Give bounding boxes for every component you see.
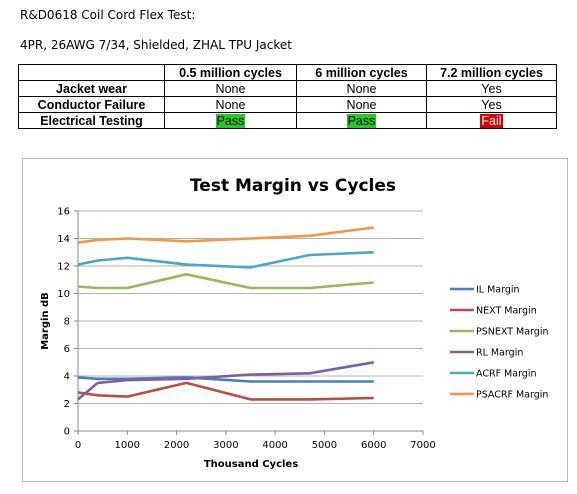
x-tick-label: 5000: [312, 440, 337, 451]
table-cell: Yes: [426, 80, 557, 97]
row-label: Conductor Failure: [18, 96, 165, 113]
y-tick-label: 14: [57, 234, 70, 245]
cell-value: None: [346, 97, 377, 112]
legend-label: ACRF Margin: [476, 369, 537, 380]
table-row: Electrical Testing Pass Pass Fail: [18, 112, 557, 129]
document-subtitle: 4PR, 26AWG 7/34, Shielded, ZHAL TPU Jack…: [20, 38, 292, 52]
table-header-cell: 6 million cycles: [296, 64, 427, 81]
y-tick-label: 12: [57, 262, 70, 273]
table-header-row: 0.5 million cycles 6 million cycles 7.2 …: [18, 64, 557, 81]
document-title: R&D0618 Coil Cord Flex Test:: [20, 8, 196, 22]
table-cell: None: [296, 80, 427, 97]
x-axis-label: Thousand Cycles: [204, 459, 298, 470]
series-line-next-margin: [77, 381, 374, 401]
table-header-cell: [18, 64, 165, 81]
y-tick-label: 4: [64, 372, 70, 383]
y-tick-label: 0: [64, 427, 70, 438]
series-line-rl-margin: [77, 361, 374, 401]
legend-label: RL Margin: [476, 348, 523, 359]
y-tick-label: 2: [64, 399, 70, 410]
chart-series: [77, 226, 374, 401]
series-line-acrf-margin: [77, 251, 374, 269]
y-tick-label: 8: [64, 317, 70, 328]
table-row: Jacket wear None None Yes: [18, 80, 557, 97]
series-line-psacrf-margin: [77, 226, 374, 244]
y-tick-label: 10: [57, 289, 70, 300]
x-axis-ticks: 0 1000 2000 3000 4000 5000 6000 7000: [75, 431, 436, 451]
legend-label: PSNEXT Margin: [476, 327, 548, 338]
table-header-cell: 0.5 million cycles: [164, 64, 297, 81]
x-tick-label: 1000: [115, 440, 140, 451]
cell-value: None: [346, 81, 377, 96]
x-tick-label: 6000: [361, 440, 386, 451]
chart-container: Test Margin vs Cycles 0 1000 2000 3000 4000 5…: [22, 158, 568, 482]
table-cell: Fail: [426, 112, 557, 129]
table-cell: None: [296, 96, 427, 113]
series-line-psnext-margin: [77, 273, 374, 290]
cell-value: None: [215, 81, 246, 96]
table-cell: Pass: [164, 112, 297, 129]
y-axis-label: Margin dB: [40, 292, 51, 350]
series-line-il-margin: [77, 376, 374, 383]
x-tick-label: 7000: [410, 440, 435, 451]
legend-label: PSACRF Margin: [476, 390, 548, 401]
x-tick-label: 3000: [213, 440, 238, 451]
status-fail-badge: Fail: [480, 113, 503, 128]
y-tick-label: 6: [64, 344, 70, 355]
x-tick-label: 2000: [164, 440, 189, 451]
row-label: Jacket wear: [18, 80, 165, 97]
table-cell: Yes: [426, 96, 557, 113]
results-table: 0.5 million cycles 6 million cycles 7.2 …: [18, 64, 557, 129]
status-pass-badge: Pass: [215, 113, 246, 128]
cell-value: Yes: [481, 81, 502, 96]
row-label: Electrical Testing: [18, 112, 165, 129]
table-cell: Pass: [296, 112, 427, 129]
y-tick-label: 16: [57, 207, 70, 218]
y-axis-ticks: 0 2 4 6 8 10 12 14 16: [57, 207, 78, 438]
table-cell: None: [164, 80, 297, 97]
status-pass-badge: Pass: [346, 113, 377, 128]
table-row: Conductor Failure None None Yes: [18, 96, 557, 113]
cell-value: None: [215, 97, 246, 112]
x-tick-label: 4000: [262, 440, 287, 451]
x-tick-label: 0: [75, 440, 81, 451]
chart-title: Test Margin vs Cycles: [190, 176, 396, 196]
legend-label: NEXT Margin: [476, 306, 537, 317]
legend-label: IL Margin: [476, 285, 520, 296]
table-cell: None: [164, 96, 297, 113]
table-header-cell: 7.2 million cycles: [426, 64, 557, 81]
cell-value: Yes: [481, 97, 502, 112]
line-chart: Test Margin vs Cycles 0 1000 2000 3000 4000 5…: [40, 176, 548, 470]
chart-legend: IL Margin NEXT Margin PSNEXT Margin RL Marg…: [450, 285, 548, 401]
